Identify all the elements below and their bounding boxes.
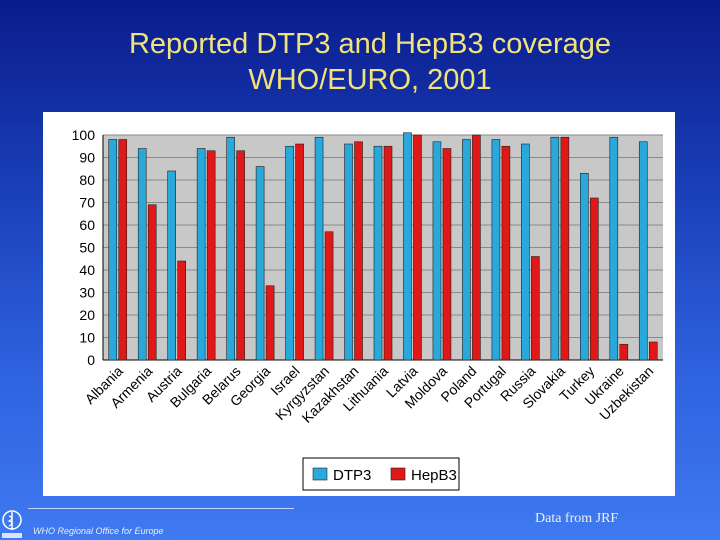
- bar-hepb3-moldova: [442, 148, 452, 361]
- y-tick-label: 60: [79, 217, 95, 233]
- bar-dtp3-poland: [462, 139, 471, 361]
- bar-dtp3-kyrgyzstan: [314, 136, 324, 361]
- y-tick-label: 90: [79, 150, 95, 166]
- bar-hepb3-kazakhstan: [354, 141, 363, 361]
- bar-hepb3-israel: [295, 143, 304, 361]
- bar-hepb3-russia: [531, 256, 540, 361]
- bar-dtp3-ukraine: [609, 136, 619, 361]
- chart-frame: 0 10 20 30 40 50 60 70 80 90 100 Albania Armenia Aust…: [43, 112, 675, 496]
- bar-hepb3-latvia: [413, 134, 422, 361]
- y-tick-label: 50: [79, 240, 95, 256]
- y-tick-label: 80: [79, 172, 95, 188]
- y-tick-label: 20: [79, 307, 95, 323]
- bar-hepb3-uzbekistan: [648, 341, 658, 361]
- bar-hepb3-austria: [177, 260, 186, 361]
- bar-dtp3-moldova: [432, 141, 442, 361]
- bar-hepb3-turkey: [590, 197, 599, 361]
- bar-dtp3-belarus: [226, 136, 235, 361]
- bar-hepb3-albania: [118, 139, 128, 361]
- legend-label-hepb3: HepB3: [411, 467, 457, 484]
- bar-dtp3-austria: [167, 170, 176, 361]
- bar-chart: 0102030405060708090100AlbaniaArmeniaAust…: [72, 127, 663, 491]
- y-tick-label: 10: [79, 330, 95, 346]
- legend-label-dtp3: DTP3: [333, 467, 371, 484]
- bar-dtp3-albania: [108, 139, 118, 361]
- legend-swatch-dtp3: [312, 467, 328, 481]
- bar-dtp3-israel: [285, 145, 294, 361]
- bar-hepb3-slovakia: [560, 136, 570, 361]
- bar-dtp3-bulgaria: [196, 148, 206, 361]
- title-line-1: Reported DTP3 and HepB3 coverage: [128, 28, 611, 60]
- bar-dtp3-latvia: [403, 132, 412, 361]
- bar-hepb3-poland: [472, 134, 481, 361]
- bar-hepb3-kyrgyzstan: [324, 231, 334, 361]
- title-line-2: WHO/EURO, 2001: [248, 64, 492, 96]
- footer-data-credit: Data from JRF: [535, 511, 619, 526]
- bar-hepb3-belarus: [236, 150, 245, 361]
- footer-organization: WHO Regional Office for Europe: [33, 526, 164, 536]
- bar-dtp3-lithuania: [373, 145, 383, 361]
- slide-title: Reported DTP3 and HepB3 coverage WHO/EUR…: [0, 26, 720, 98]
- bar-hepb3-lithuania: [383, 145, 393, 361]
- bar-dtp3-uzbekistan: [638, 141, 648, 361]
- bar-hepb3-ukraine: [619, 343, 629, 361]
- bar-dtp3-portugal: [491, 139, 501, 361]
- bar-dtp3-turkey: [580, 172, 589, 361]
- y-tick-label: 40: [79, 262, 95, 278]
- bar-hepb3-armenia: [147, 204, 157, 361]
- y-tick-label: 30: [79, 285, 95, 301]
- bar-dtp3-slovakia: [550, 136, 560, 361]
- bar-hepb3-portugal: [501, 145, 511, 361]
- legend-swatch-hepb3: [390, 467, 406, 481]
- bar-dtp3-russia: [521, 143, 530, 361]
- bar-dtp3-kazakhstan: [344, 143, 353, 361]
- bar-dtp3-georgia: [255, 166, 265, 361]
- legend: [302, 457, 460, 491]
- footer-divider: [28, 508, 294, 509]
- y-tick-label: 70: [79, 195, 95, 211]
- y-tick-label: 100: [72, 127, 96, 143]
- bar-hepb3-georgia: [265, 285, 275, 361]
- who-logo-icon: [2, 510, 22, 538]
- bar-dtp3-armenia: [137, 148, 147, 361]
- y-tick-label: 0: [87, 352, 95, 368]
- bar-hepb3-bulgaria: [206, 150, 216, 361]
